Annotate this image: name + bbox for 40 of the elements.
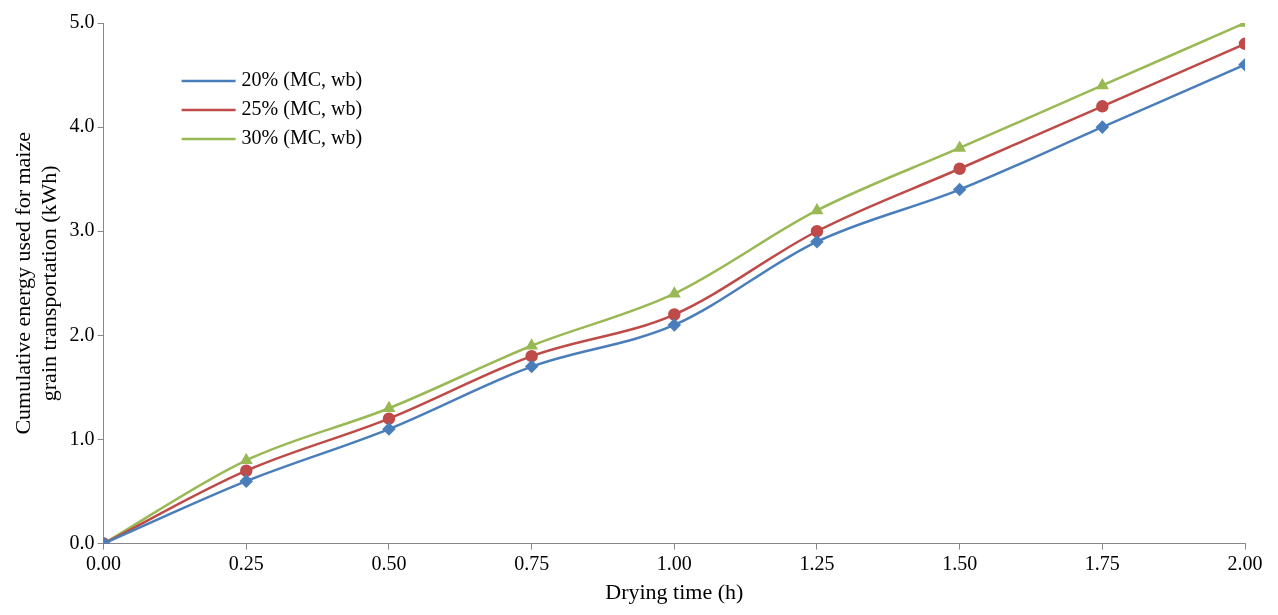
x-tick-label: 1.00 [656,551,692,574]
x-tick-label: 2.00 [1227,551,1263,574]
point [810,224,824,238]
x-tick-label: 0.25 [228,551,264,574]
y-tick-label: 2.0 [69,322,95,345]
legend-label: 30% (MC, wb) [241,126,363,150]
x-tick-label: 1.75 [1084,551,1120,574]
point [1096,100,1109,113]
x-tick-label: 0.50 [371,551,407,574]
point [382,422,396,436]
legend-label: 20% (MC, wb) [241,68,363,92]
point [382,412,396,425]
point [1096,79,1108,90]
y-axis-title: Cumulative energy used for maize grain transportation (kWh) [10,132,61,435]
point [526,339,538,350]
point [953,183,966,196]
point [240,474,253,488]
x-tick-label: 0.00 [86,551,122,574]
point [811,204,823,215]
point [954,141,966,152]
point [525,349,538,363]
x-axis-title: Drying time (h) [605,578,744,604]
y-tick-label: 5.0 [69,10,95,33]
point [525,360,538,373]
y-tick-label: 4.0 [69,114,95,137]
point [1096,120,1109,134]
y-tick-label: 0.0 [69,530,95,553]
point [383,401,395,412]
point [668,318,681,332]
point [240,464,253,477]
x-tick-label: 0.75 [514,551,550,574]
point [668,308,681,321]
x-tick-label: 1.25 [799,551,835,574]
point [668,287,680,298]
point [810,235,824,248]
point [953,162,966,176]
y-tick-label: 1.0 [69,426,95,449]
y-tick-label: 3.0 [69,218,95,241]
x-tick-label: 1.50 [942,551,978,574]
legend-label: 25% (MC, wb) [241,97,363,121]
